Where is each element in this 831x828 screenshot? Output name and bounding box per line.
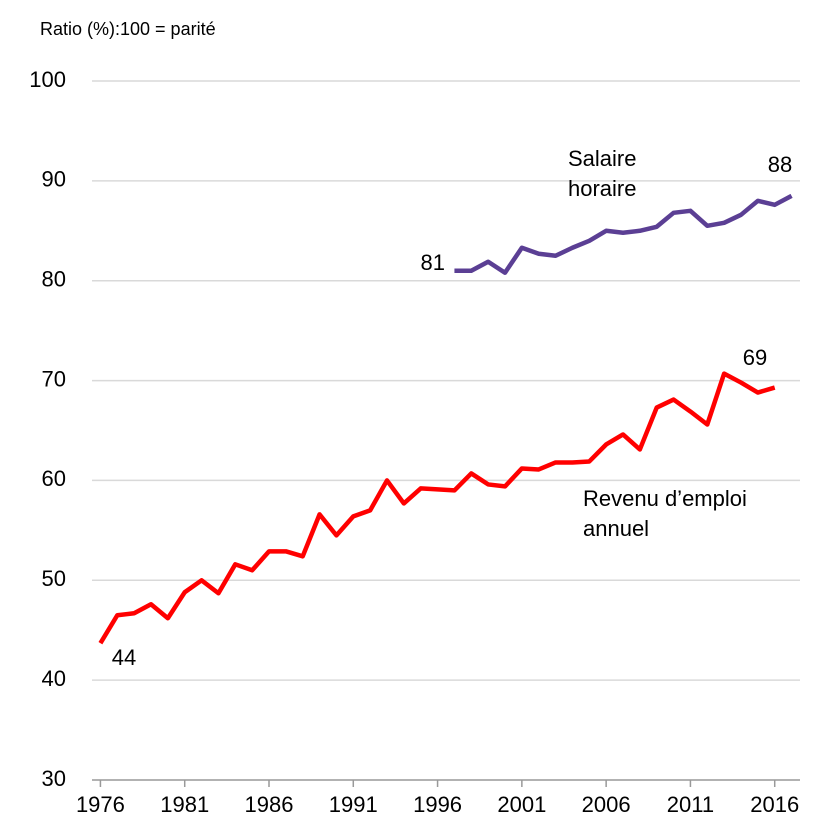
x-tick-label: 2001 <box>497 792 546 817</box>
value-annotation: 69 <box>743 345 767 370</box>
x-tick-label: 2011 <box>667 792 714 817</box>
series-line <box>98 371 776 645</box>
series-label: Revenu d’emploi annuel <box>583 486 747 541</box>
x-tick-label: 1986 <box>245 792 294 817</box>
x-tick-label: 1976 <box>76 792 125 817</box>
y-tick-label: 70 <box>42 366 66 391</box>
y-tick-label: 50 <box>42 566 66 591</box>
x-tick-label: 1991 <box>329 792 378 817</box>
series-label: Salaire horaire <box>568 146 637 201</box>
y-tick-label: 100 <box>29 67 66 92</box>
y-tick-label: 30 <box>42 766 66 791</box>
y-tick-label: 80 <box>42 267 66 292</box>
series-line <box>454 193 793 275</box>
y-axis-label: Ratio (%):100 = parité <box>40 19 216 39</box>
x-tick-label: 1996 <box>413 792 462 817</box>
value-annotation: 44 <box>112 645 136 670</box>
x-tick-label: 2006 <box>582 792 631 817</box>
y-tick-label: 40 <box>42 666 66 691</box>
y-tick-label: 90 <box>42 167 66 192</box>
x-tick-label: 2016 <box>750 792 799 817</box>
value-annotation: 81 <box>421 250 445 275</box>
x-tick-label: 1981 <box>160 792 209 817</box>
y-tick-label: 60 <box>42 466 66 491</box>
value-annotation: 88 <box>768 152 792 177</box>
